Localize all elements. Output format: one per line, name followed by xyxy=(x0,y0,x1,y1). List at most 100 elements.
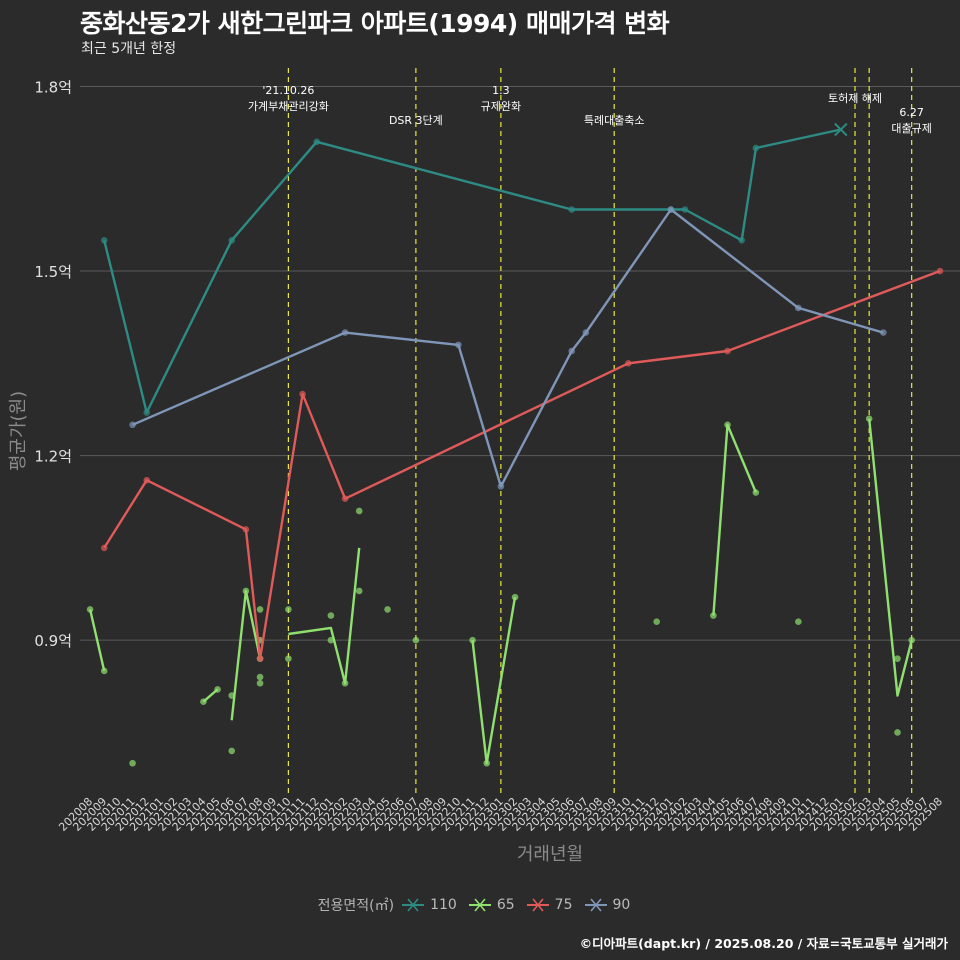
data-point-90 xyxy=(795,304,802,312)
data-point-65 xyxy=(256,679,264,687)
legend-label: 75 xyxy=(554,897,573,913)
data-point-65 xyxy=(341,679,349,687)
data-point-110 xyxy=(100,236,108,244)
data-point-65 xyxy=(355,587,363,595)
series-line-65 xyxy=(868,418,913,697)
x-marker xyxy=(834,122,848,137)
event-label: 토허제 해제 xyxy=(828,91,882,105)
legend-item-110: 110 xyxy=(402,897,457,913)
data-point-75 xyxy=(143,476,151,484)
data-point-65 xyxy=(214,686,221,693)
data-point-75 xyxy=(299,390,306,398)
legend-label: 110 xyxy=(430,897,457,913)
legend-item-75: 75 xyxy=(526,897,573,913)
data-point-90 xyxy=(880,329,887,336)
data-point-110 xyxy=(681,206,689,213)
data-point-65 xyxy=(242,587,250,595)
data-point-110 xyxy=(738,236,745,244)
data-point-75 xyxy=(936,267,944,275)
event-label: 대출규제 xyxy=(891,122,931,135)
data-point-65 xyxy=(894,729,901,736)
data-point-65 xyxy=(469,636,476,644)
data-point-110 xyxy=(143,409,151,416)
x-axis-label: 거래년월 xyxy=(517,844,583,865)
event-label: DSR 3단계 xyxy=(389,114,443,127)
data-point-110 xyxy=(568,206,576,213)
data-point-90 xyxy=(667,206,675,213)
legend-item-90: 90 xyxy=(584,897,631,913)
data-point-65 xyxy=(129,759,136,767)
legend-item-65: 65 xyxy=(468,897,515,913)
data-point-65 xyxy=(100,667,108,675)
data-point-65 xyxy=(327,612,335,619)
y-tick-label: 1.2억 xyxy=(34,448,72,466)
legend-key-icon xyxy=(526,898,549,912)
source-caption: ©디아파트(dapt.kr) / 2025.08.20 / 자료=국토교통부 실… xyxy=(579,936,948,951)
series-line-90 xyxy=(132,208,884,488)
data-point-90 xyxy=(129,421,136,429)
chart-subtitle: 최근 5개년 한정 xyxy=(81,41,177,57)
data-point-75 xyxy=(341,495,349,502)
data-point-65 xyxy=(795,618,802,626)
legend: 전용면적(㎡) 110 65 75 90 xyxy=(0,895,960,915)
y-tick-label: 0.9억 xyxy=(34,632,72,650)
data-point-65 xyxy=(355,507,363,515)
data-point-75 xyxy=(724,347,731,355)
data-point-65 xyxy=(228,747,236,755)
data-point-90 xyxy=(341,329,349,336)
chart-title: 중화산동2가 새한그린파크 아파트(1994) 매매가격 변화 xyxy=(80,9,670,38)
data-point-65 xyxy=(710,612,717,619)
data-point-75 xyxy=(256,655,264,662)
event-label: '21.10.26 xyxy=(262,84,314,97)
data-point-90 xyxy=(497,483,505,490)
event-label: 6.27 xyxy=(899,106,924,119)
series-line-65 xyxy=(712,423,758,616)
y-tick-label: 1.5억 xyxy=(34,263,72,281)
data-point-90 xyxy=(455,341,462,349)
y-axis-label: 평균가(원) xyxy=(8,391,29,471)
series-line-65 xyxy=(88,609,106,672)
legend-title: 전용면적(㎡) xyxy=(317,898,395,914)
series-line-110 xyxy=(103,128,842,414)
data-point-75 xyxy=(100,544,108,552)
data-point-65 xyxy=(653,618,660,626)
data-point-110 xyxy=(228,236,236,244)
data-point-110 xyxy=(752,144,760,152)
data-point-90 xyxy=(568,347,576,355)
data-point-65 xyxy=(908,636,915,644)
data-point-75 xyxy=(625,360,632,367)
data-point-65 xyxy=(894,655,901,662)
series-line-65 xyxy=(288,547,361,685)
data-point-65 xyxy=(384,606,391,613)
event-label: 특례대출축소 xyxy=(584,114,645,127)
data-point-75 xyxy=(242,526,250,533)
data-point-110 xyxy=(313,138,321,146)
data-point-65 xyxy=(412,636,420,644)
series-line-75 xyxy=(103,269,941,660)
data-point-65 xyxy=(285,606,292,613)
legend-key-icon xyxy=(402,898,425,912)
data-point-65 xyxy=(724,421,731,429)
data-point-65 xyxy=(86,606,94,613)
data-point-65 xyxy=(483,759,491,767)
data-point-65 xyxy=(200,698,207,706)
event-label: 1.3 xyxy=(492,84,510,97)
legend-key-icon xyxy=(468,898,491,912)
event-label: 규제완화 xyxy=(481,100,521,113)
legend-label: 90 xyxy=(612,897,631,913)
data-point-65 xyxy=(285,655,292,662)
data-point-65 xyxy=(511,593,519,601)
data-point-65 xyxy=(256,673,264,681)
series-line-65 xyxy=(471,596,517,765)
data-point-65 xyxy=(752,489,760,496)
data-point-65 xyxy=(256,606,264,613)
data-point-65 xyxy=(865,415,873,422)
data-point-65 xyxy=(327,636,335,644)
legend-label: 65 xyxy=(496,897,515,913)
data-point-90 xyxy=(582,329,590,336)
legend-key-icon xyxy=(584,898,607,912)
data-point-65 xyxy=(228,692,236,699)
event-label: 가계부채관리강화 xyxy=(248,100,329,113)
y-tick-label: 1.8억 xyxy=(34,78,72,96)
